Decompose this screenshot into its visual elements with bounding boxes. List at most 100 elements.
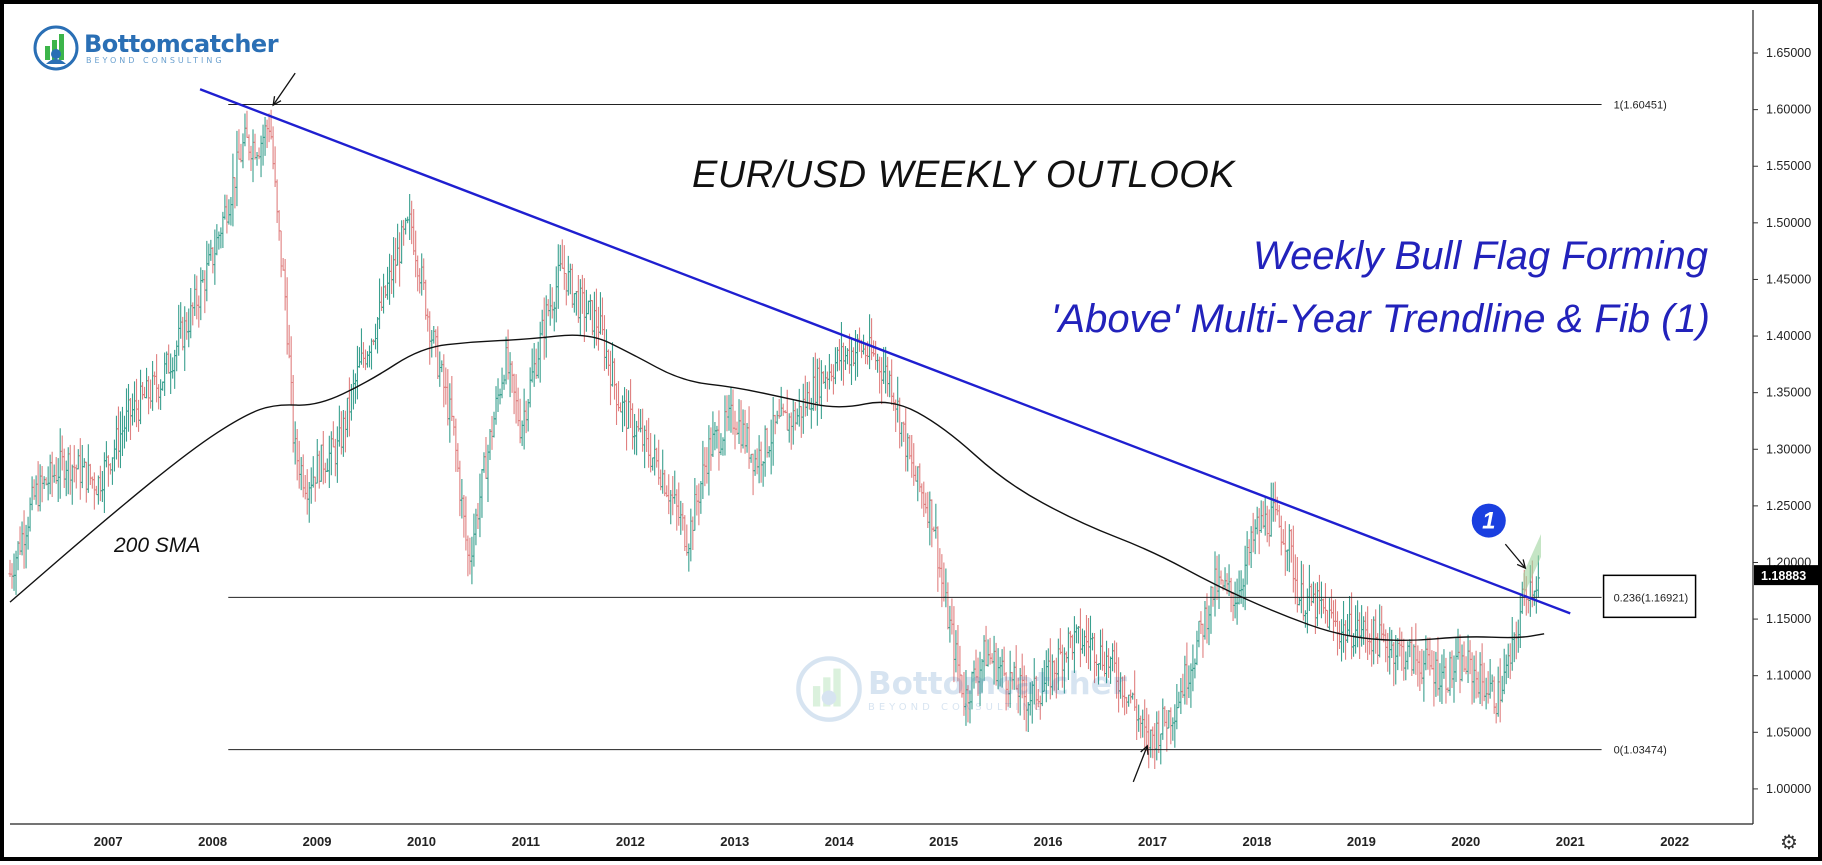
- ohlc-bar: [1175, 683, 1179, 730]
- ohlc-bar: [454, 418, 458, 472]
- ohlc-bar: [329, 431, 333, 476]
- ohlc-bar: [361, 342, 366, 368]
- ohlc-bar: [805, 382, 809, 416]
- ohlc-bar: [793, 401, 797, 431]
- ohlc-bar: [325, 458, 329, 473]
- ohlc-bar: [161, 381, 165, 391]
- ohlc-bar: [944, 568, 948, 608]
- ohlc-bar: [1151, 726, 1155, 759]
- ohlc-bar: [548, 284, 552, 326]
- ohlc-bar: [263, 117, 267, 156]
- ohlc-bar: [1307, 564, 1311, 612]
- ohlc-bar: [1255, 506, 1259, 535]
- ohlc-bar: [1368, 633, 1372, 655]
- ohlc-bar: [506, 329, 510, 380]
- ohlc-bar: [550, 287, 554, 319]
- ohlc-bar: [570, 263, 574, 308]
- ohlc-bar: [165, 351, 169, 374]
- ohlc-bar: [1329, 589, 1334, 619]
- ohlc-bar: [446, 369, 450, 426]
- ohlc-bar: [1504, 654, 1508, 685]
- ohlc-bar: [90, 476, 94, 489]
- ohlc-bar: [424, 279, 428, 320]
- ohlc-bar: [478, 473, 482, 538]
- ohlc-bar: [1193, 658, 1197, 679]
- ohlc-bar: [1486, 671, 1490, 704]
- ohlc-bar: [890, 359, 894, 405]
- y-tick-label: 1.50000: [1766, 216, 1811, 230]
- ohlc-bar: [1420, 648, 1424, 685]
- ohlc-bar: [319, 444, 323, 482]
- ohlc-bar: [311, 456, 315, 488]
- ohlc-bar: [833, 347, 838, 385]
- ohlc-bar: [108, 463, 113, 475]
- ohlc-bar: [52, 464, 56, 483]
- ohlc-bar: [470, 536, 474, 585]
- ohlc-bar: [480, 468, 484, 518]
- ohlc-bar: [1518, 594, 1522, 649]
- ohlc-bar: [1183, 655, 1187, 705]
- ohlc-bar: [622, 387, 627, 427]
- ohlc-bar: [140, 381, 145, 400]
- ohlc-bar: [771, 396, 775, 466]
- ohlc-bar: [1185, 642, 1189, 705]
- ohlc-bar: [566, 255, 570, 296]
- ohlc-bar: [484, 437, 488, 479]
- gear-icon[interactable]: ⚙: [1780, 832, 1798, 854]
- ohlc-bar: [177, 304, 181, 356]
- ohlc-bar: [626, 390, 631, 429]
- y-tick-label: 1.15000: [1766, 612, 1811, 626]
- ohlc-bar: [647, 417, 651, 468]
- ohlc-bar: [504, 336, 508, 385]
- ohlc-bar: [86, 444, 90, 493]
- ohlc-bar: [1277, 504, 1281, 528]
- ohlc-bar: [1500, 675, 1504, 703]
- ohlc-bar: [343, 410, 347, 453]
- ohlc-bar: [24, 524, 28, 569]
- trendline: [199, 88, 1571, 615]
- ohlc-bar: [1323, 583, 1328, 624]
- ohlc-bar: [1438, 663, 1442, 702]
- annotation-arrow: [1132, 745, 1148, 783]
- ohlc-bar: [26, 516, 30, 550]
- ohlc-bar: [1315, 582, 1320, 627]
- ohlc-bar: [709, 427, 713, 471]
- ohlc-bar: [1143, 699, 1147, 748]
- ohlc-bar: [375, 316, 380, 354]
- ohlc-bar: [1360, 605, 1364, 647]
- ohlc-bar: [747, 406, 751, 469]
- ohlc-bar: [155, 354, 159, 403]
- ohlc-bar: [749, 453, 753, 463]
- ohlc-bar: [618, 402, 623, 413]
- ohlc-bar: [1263, 497, 1267, 536]
- ohlc-bar: [197, 295, 201, 328]
- ohlc-bar: [169, 353, 173, 394]
- ohlc-bar: [1305, 588, 1309, 634]
- ohlc-bar: [1195, 630, 1199, 666]
- ohlc-bar: [795, 408, 799, 425]
- annotation-arrowhead: [1516, 559, 1527, 570]
- ohlc-bar: [930, 499, 934, 548]
- ohlc-bar: [725, 395, 729, 432]
- ohlc-bar: [482, 452, 486, 473]
- ohlc-bar: [331, 421, 335, 448]
- ohlc-bar: [488, 429, 492, 460]
- price-chart[interactable]: 1.65000 1.60000 1.55000 1.50000 1.45000 1.400…: [4, 4, 1822, 865]
- ohlc-bar: [693, 477, 697, 531]
- ohlc-bar: [719, 433, 723, 456]
- ohlc-bar: [383, 285, 388, 299]
- ohlc-bar: [592, 291, 597, 349]
- ohlc-bar: [114, 415, 119, 460]
- x-tick-label: 2020: [1451, 834, 1480, 849]
- ohlc-bar: [924, 492, 928, 514]
- ohlc-bar: [946, 582, 950, 630]
- ohlc-bar: [430, 329, 434, 358]
- ohlc-bar: [12, 553, 16, 591]
- ohlc-bar: [1422, 650, 1426, 702]
- ohlc-bar: [630, 403, 635, 450]
- ohlc-bar: [1349, 592, 1354, 660]
- y-tick-label: 1.10000: [1766, 669, 1811, 683]
- ohlc-bar: [259, 135, 263, 178]
- chart-subtitle-line2: 'Above' Multi-Year Trendline & Fib (1): [1050, 297, 1710, 341]
- ohlc-bar: [434, 329, 438, 358]
